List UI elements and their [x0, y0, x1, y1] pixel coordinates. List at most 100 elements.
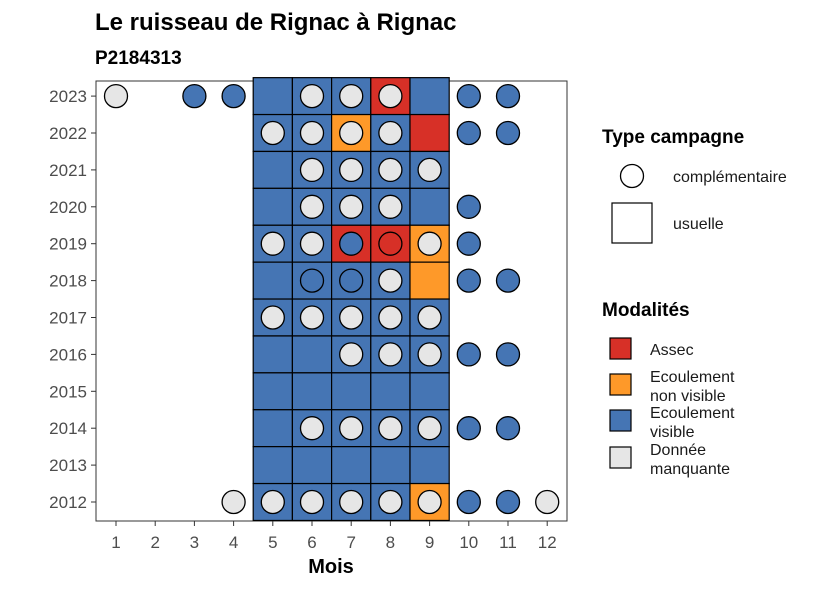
point-2016-7 — [339, 342, 364, 367]
y-tick-label-2020: 2020 — [49, 198, 87, 217]
point-2023-1 — [103, 83, 129, 109]
point-2023-4 — [221, 83, 246, 109]
point-2016-11 — [495, 342, 521, 367]
point-2016-10 — [456, 342, 481, 367]
point-2020-7 — [339, 194, 364, 219]
x-tick-label-2: 2 — [150, 533, 159, 552]
points-layer — [103, 83, 560, 515]
y-axis: 2012 2013 2014 2015 2016 2017 2018 2019 2020 2021… — [49, 87, 96, 512]
point-2017-9 — [417, 305, 442, 330]
point-2017-6 — [299, 305, 325, 330]
legend-label-donn-e-manquante-0: Donnée — [650, 442, 706, 459]
point-2016-8 — [378, 342, 403, 367]
legend-label-usuelle: usuelle — [673, 216, 724, 233]
tiles-layer — [252, 77, 450, 522]
point-2022-11 — [495, 120, 521, 146]
x-tick-label-7: 7 — [346, 533, 355, 552]
tile-2023-5 — [252, 77, 293, 116]
point-2014-10 — [456, 416, 481, 441]
tile-2014-5 — [252, 409, 293, 448]
y-tick-label-2017: 2017 — [49, 309, 87, 328]
tile-2016-6 — [291, 335, 333, 374]
legend-swatch-ecoulement-non-visible — [609, 373, 632, 396]
y-tick-label-2022: 2022 — [49, 124, 87, 143]
point-2023-8 — [378, 83, 403, 109]
y-tick-label-2021: 2021 — [49, 161, 87, 180]
x-tick-label-12: 12 — [538, 533, 557, 552]
y-tick-label-2012: 2012 — [49, 493, 87, 512]
tile-2015-5 — [252, 372, 293, 411]
point-2017-7 — [339, 305, 364, 330]
tile-2020-9 — [409, 187, 450, 226]
tile-2016-5 — [252, 335, 293, 374]
tile-2013-8 — [370, 446, 411, 485]
legend-label-ecoulement-visible-0: Ecoulement — [650, 405, 735, 422]
point-2021-7 — [339, 157, 364, 183]
tile-2018-5 — [252, 261, 293, 300]
x-axis: 1 2 3 4 5 6 7 8 9 10 11 12 — [111, 521, 557, 552]
legend-label-donn-e-manquante-1: manquante — [650, 461, 730, 478]
tile-2019-5 — [252, 224, 293, 263]
point-2017-8 — [378, 305, 403, 330]
point-2012-11 — [495, 489, 521, 515]
legend-label-complementaire: complémentaire — [673, 169, 787, 186]
point-2020-8 — [378, 194, 403, 219]
tile-2013-7 — [331, 446, 372, 485]
point-2021-6 — [299, 157, 325, 183]
x-tick-label-11: 11 — [499, 533, 517, 552]
point-2022-7 — [339, 120, 364, 146]
legend-type-campagne: Type campagne complémentaire usuelle — [602, 127, 787, 244]
point-2020-6 — [299, 194, 325, 219]
tile-2013-5 — [252, 446, 293, 485]
x-tick-label-8: 8 — [386, 533, 395, 552]
point-2020-10 — [456, 194, 481, 219]
tile-2022-9 — [409, 113, 450, 153]
y-tick-label-2019: 2019 — [49, 235, 87, 254]
legend-label-ecoulement-non-visible-0: Ecoulement — [650, 369, 735, 386]
tile-2013-6 — [291, 446, 333, 485]
point-2023-10 — [456, 83, 481, 109]
point-2019-8 — [378, 231, 403, 256]
point-2022-8 — [378, 120, 403, 146]
legend-modalites-title: Modalités — [602, 300, 690, 321]
point-2023-6 — [299, 83, 325, 109]
y-tick-label-2013: 2013 — [49, 456, 87, 475]
x-tick-label-6: 6 — [307, 533, 316, 552]
point-2021-8 — [378, 157, 403, 183]
point-2022-6 — [299, 120, 325, 146]
point-2012-4 — [221, 489, 246, 515]
legend-swatch-assec — [609, 337, 632, 360]
point-2019-5 — [260, 231, 285, 256]
point-2023-7 — [339, 83, 364, 109]
legend-swatch-ecoulement-visible — [609, 409, 632, 432]
x-axis-title: Mois — [308, 556, 354, 578]
point-2016-9 — [417, 342, 442, 367]
point-2014-11 — [495, 416, 521, 441]
x-tick-label-5: 5 — [268, 533, 277, 552]
tile-2018-9 — [409, 261, 450, 300]
tile-2013-9 — [409, 446, 450, 485]
y-tick-label-2018: 2018 — [49, 272, 87, 291]
point-2023-3 — [182, 83, 207, 109]
x-tick-label-3: 3 — [190, 533, 199, 552]
point-2019-7 — [339, 231, 364, 256]
point-2012-12 — [535, 489, 560, 515]
point-2018-11 — [495, 268, 521, 293]
tile-2022-6 — [291, 113, 333, 153]
tile-2023-9 — [409, 77, 450, 116]
y-tick-label-2014: 2014 — [49, 419, 87, 438]
point-2019-6 — [299, 231, 325, 256]
point-2022-5 — [260, 120, 285, 146]
point-2018-6 — [299, 268, 325, 293]
point-2022-10 — [456, 120, 481, 146]
point-2012-5 — [260, 489, 285, 515]
point-2012-9 — [417, 489, 442, 515]
legend-swatch-donn-e-manquante — [609, 446, 632, 469]
x-tick-label-9: 9 — [425, 533, 434, 552]
point-2014-8 — [378, 416, 403, 441]
point-2012-10 — [456, 489, 481, 515]
chart-subtitle: P2184313 — [95, 48, 182, 69]
tile-2015-7 — [331, 372, 372, 411]
y-tick-label-2016: 2016 — [49, 345, 87, 364]
